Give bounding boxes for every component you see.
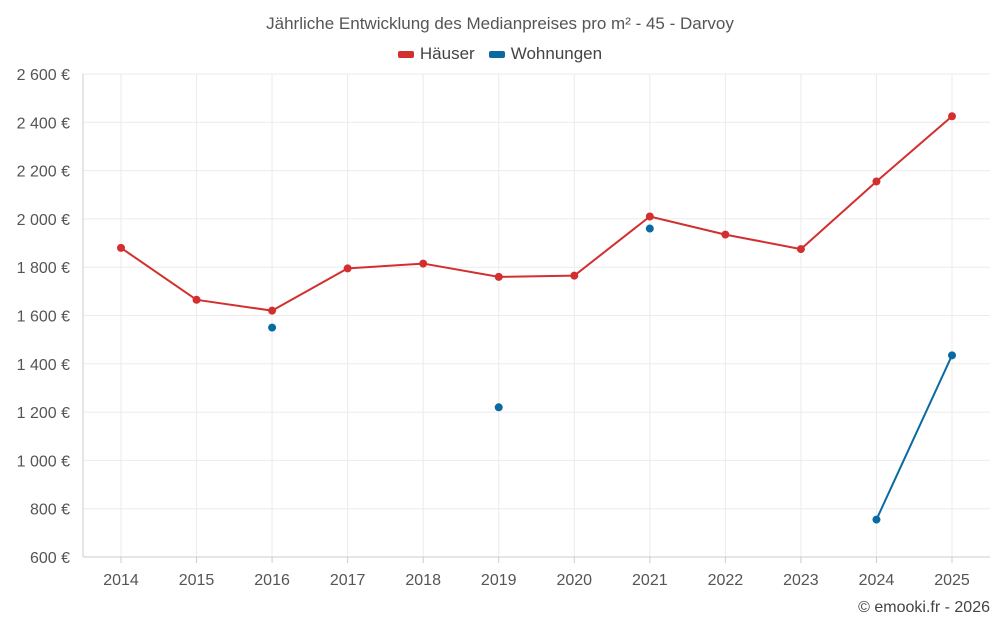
y-tick-label: 1 200 € [17, 405, 70, 422]
y-tick-label: 1 000 € [17, 453, 70, 470]
data-point-houses [494, 272, 503, 281]
x-tick-label: 2023 [783, 572, 819, 589]
copyright-footer: © emooki.fr - 2026 [858, 599, 990, 616]
y-tick-label: 2 200 € [17, 164, 70, 181]
legend-swatch-apartments [488, 50, 505, 58]
x-tick-label: 2018 [405, 572, 441, 589]
y-tick-label: 1 800 € [17, 260, 70, 277]
data-point-houses [192, 295, 201, 304]
legend-item-apartments[interactable]: Wohnungen [488, 44, 603, 64]
x-tick-label: 2022 [708, 572, 744, 589]
y-tick-label: 2 600 € [17, 67, 70, 84]
data-point-houses [948, 112, 956, 121]
data-point-houses [796, 245, 805, 254]
data-point-houses [419, 259, 428, 268]
data-point-apartments [268, 323, 277, 332]
chart-title: Jährliche Entwicklung des Medianpreises … [266, 14, 734, 33]
data-point-apartments [948, 351, 956, 360]
x-tick-label: 2015 [179, 572, 215, 589]
data-point-houses [117, 243, 125, 252]
legend-label-apartments: Wohnungen [510, 44, 603, 63]
data-point-apartments [645, 224, 654, 233]
x-tick-label: 2017 [330, 572, 366, 589]
y-tick-label: 2 400 € [17, 115, 70, 132]
y-tick-label: 600 € [30, 550, 70, 567]
data-point-houses [343, 264, 352, 273]
x-tick-label: 2020 [556, 572, 592, 589]
x-tick-label: 2019 [481, 572, 517, 589]
x-tick-label: 2021 [632, 572, 668, 589]
data-point-houses [645, 212, 654, 221]
y-tick-label: 1 600 € [17, 309, 70, 326]
series-line-houses [120, 115, 953, 312]
y-tick-label: 2 000 € [17, 212, 70, 229]
x-tick-label: 2016 [254, 572, 290, 589]
chart-legend: Häuser Wohnungen [0, 44, 1000, 64]
data-point-houses [268, 306, 277, 315]
x-tick-label: 2024 [859, 572, 895, 589]
data-point-houses [872, 177, 881, 186]
data-point-houses [570, 271, 579, 280]
data-point-houses [721, 230, 730, 239]
legend-label-houses: Häuser [419, 44, 475, 63]
data-point-apartments [494, 403, 503, 412]
series-line-apartments [875, 354, 953, 520]
legend-item-houses[interactable]: Häuser [397, 44, 475, 64]
legend-swatch-houses [397, 50, 414, 58]
y-tick-label: 800 € [30, 502, 70, 519]
y-tick-label: 1 400 € [17, 357, 70, 374]
data-point-apartments [872, 515, 881, 524]
x-tick-label: 2025 [934, 572, 970, 589]
x-tick-label: 2014 [103, 572, 139, 589]
